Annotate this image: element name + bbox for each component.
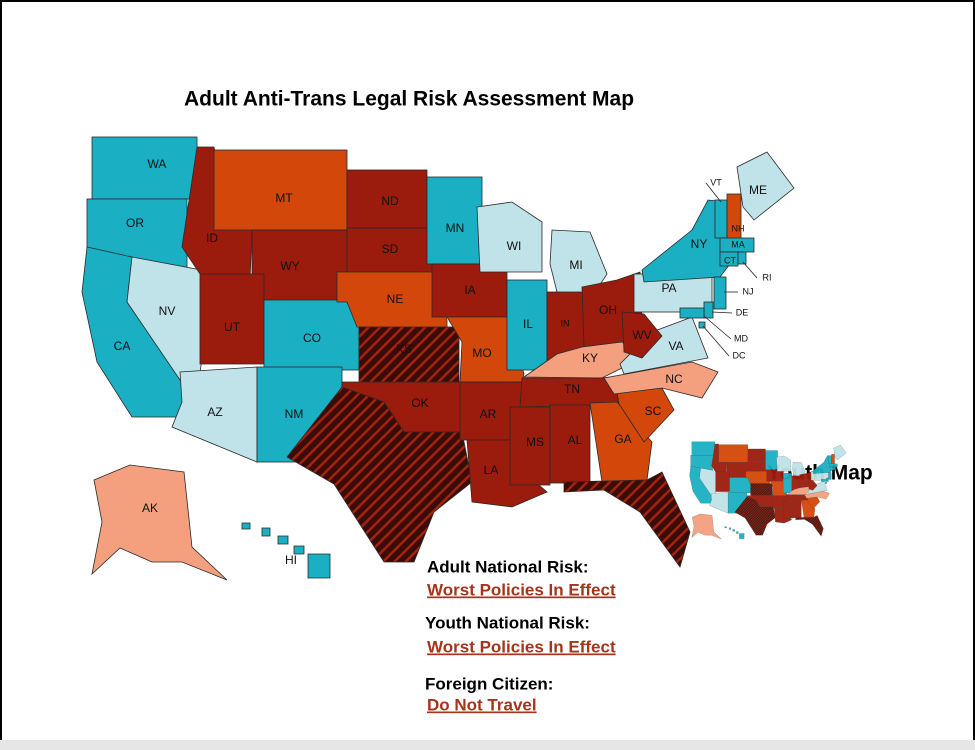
risk-panel: Adult National Risk: Worst Policies In E… <box>425 557 616 714</box>
state-label: OR <box>126 216 144 230</box>
state-shape <box>346 169 428 229</box>
state-label: AR <box>480 407 497 421</box>
state-label: PA <box>661 281 676 295</box>
state-shape <box>698 321 706 329</box>
state-shape <box>213 149 348 231</box>
state-shape <box>549 404 591 484</box>
state-labels: WA OR CA NV ID MT WY UT CO AZ NM ND SD NE KS OK MN IA MO AR… <box>114 157 772 567</box>
state-shape <box>737 251 747 265</box>
leader-line <box>703 315 732 340</box>
state-label: NV <box>159 304 176 318</box>
state-label: VA <box>668 339 683 353</box>
state-shape <box>346 227 433 273</box>
state-shape <box>476 201 543 273</box>
state-shape <box>563 471 691 568</box>
states <box>81 136 795 581</box>
state-shape <box>358 326 460 383</box>
state-label: MS <box>526 435 544 449</box>
risk-label: Adult National Risk: <box>427 557 589 576</box>
state-label: MA <box>731 239 745 249</box>
risk-link[interactable]: Worst Policies In Effect <box>427 637 616 656</box>
state-label: WY <box>280 259 299 273</box>
state-shape <box>91 136 198 200</box>
state-label: AL <box>568 433 583 447</box>
youth-map-thumbnail <box>689 441 847 540</box>
leader-line <box>711 311 733 314</box>
state-shape <box>703 301 714 319</box>
leader-line <box>742 261 758 279</box>
risk-label: Foreign Citizen: <box>425 674 553 693</box>
state-label: DC <box>733 350 746 360</box>
state-label: GA <box>614 432 631 446</box>
state-label: NH <box>732 223 745 233</box>
state-label: RI <box>763 272 772 282</box>
state-shape <box>431 263 508 318</box>
state-shape <box>714 199 728 239</box>
state-label: NE <box>387 292 404 306</box>
state-shape <box>171 366 258 463</box>
risk-label: Youth National Risk: <box>425 613 590 632</box>
state-label: IN <box>561 318 570 328</box>
state-label: CA <box>114 339 131 353</box>
state-label: VT <box>710 177 722 187</box>
state-label: NC <box>665 372 683 386</box>
state-shape <box>286 386 473 563</box>
state-label: SD <box>382 242 399 256</box>
state-label: LA <box>484 463 499 477</box>
state-shape <box>589 401 653 483</box>
state-label: CT <box>724 255 736 265</box>
risk-link[interactable]: Do Not Travel <box>427 695 537 714</box>
state-shape <box>426 176 483 265</box>
state-shape <box>679 307 705 319</box>
state-shape <box>91 464 228 581</box>
leader-line <box>705 182 722 203</box>
state-shape <box>736 151 795 221</box>
state-label: CO <box>303 331 321 345</box>
state-label: DE <box>736 307 749 317</box>
state-label: ID <box>206 231 218 245</box>
state-shape <box>251 229 348 301</box>
state-label: IL <box>523 317 533 331</box>
leader-line <box>702 325 730 357</box>
state-shape <box>713 276 727 310</box>
state-shape <box>509 406 551 486</box>
state-label: IA <box>464 283 475 297</box>
state-label: TN <box>564 382 580 396</box>
state-label: WV <box>632 328 651 342</box>
state-label: OK <box>411 396 428 410</box>
state-label: MN <box>446 221 465 235</box>
state-label: WA <box>148 157 167 171</box>
state-label: MD <box>734 333 748 343</box>
state-label: KS <box>396 342 412 356</box>
state-shape <box>603 361 719 399</box>
state-label: MT <box>275 191 293 205</box>
state-label: NY <box>691 237 708 251</box>
state-label: MI <box>569 258 582 272</box>
risk-link[interactable]: Worst Policies In Effect <box>427 580 616 599</box>
state-shape <box>241 522 331 579</box>
state-label: NJ <box>743 286 754 296</box>
map-title: Adult Anti-Trans Legal Risk Assessment M… <box>184 88 634 111</box>
state-label: OH <box>599 303 617 317</box>
state-shape <box>263 299 360 371</box>
state-label: MO <box>472 346 491 360</box>
map: Adult Anti-Trans Legal Risk Assessment M… <box>81 88 873 714</box>
state-shape <box>199 273 265 365</box>
state-label: ND <box>381 194 399 208</box>
bottom-bar <box>0 740 975 750</box>
state-label: KY <box>582 351 598 365</box>
state-label: AZ <box>207 405 222 419</box>
state-label: UT <box>224 320 241 334</box>
state-label: AK <box>142 501 158 515</box>
state-label: SC <box>645 404 662 418</box>
state-shape <box>621 311 663 359</box>
state-label: WI <box>507 239 522 253</box>
state-label: ME <box>749 183 767 197</box>
state-label: HI <box>285 553 297 567</box>
state-label: NM <box>285 407 304 421</box>
